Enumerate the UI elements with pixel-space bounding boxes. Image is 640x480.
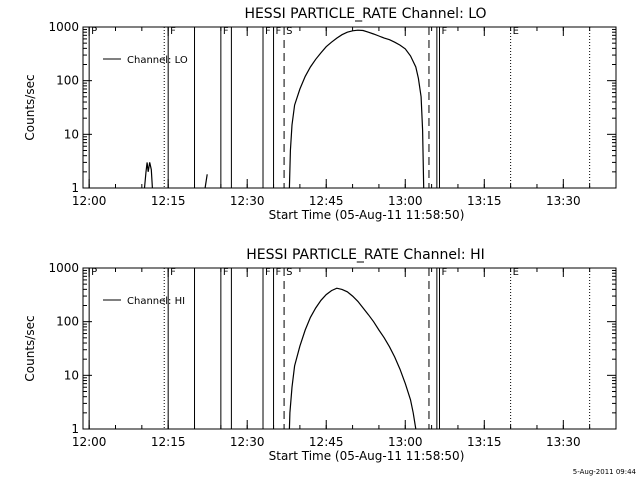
event-marker-label: E <box>513 26 519 37</box>
event-marker-label: P <box>91 26 97 37</box>
event-marker-label: F <box>276 26 282 37</box>
x-axis-title: Start Time (05-Aug-11 11:58:50) <box>269 449 465 463</box>
event-marker-label: F <box>223 26 229 37</box>
y-tick-label: 10 <box>64 127 79 141</box>
y-tick-label: 1 <box>71 181 79 195</box>
x-tick-label: 13:00 <box>388 194 423 208</box>
event-marker-label: S <box>286 267 292 278</box>
x-axis-title: Start Time (05-Aug-11 11:58:50) <box>269 208 465 222</box>
y-tick-label: 10 <box>64 368 79 382</box>
event-marker-label: F <box>265 26 271 37</box>
event-marker-label: P <box>91 267 97 278</box>
x-tick-label: 13:30 <box>546 435 581 449</box>
y-axis-title: Counts/sec <box>23 315 37 381</box>
y-tick-label: 100 <box>56 74 79 88</box>
panel-lo: HESSI PARTICLE_RATE Channel: LO 1 10 100 100… <box>23 6 617 222</box>
event-marker-label: F <box>223 267 229 278</box>
x-tick-label: 13:00 <box>388 435 423 449</box>
legend-label: Channel: LO <box>127 55 188 66</box>
event-marker-label: F <box>170 26 176 37</box>
plot-frame <box>82 26 617 189</box>
y-tick-label: 1000 <box>48 20 79 34</box>
event-marker-label: F <box>442 26 448 37</box>
y-tick-label: 1000 <box>48 261 79 275</box>
x-tick-label: 12:45 <box>309 194 344 208</box>
x-tick-label: 12:30 <box>230 435 265 449</box>
event-marker-label: F <box>265 267 271 278</box>
series-line <box>288 29 425 189</box>
chart-title: HESSI PARTICLE_RATE Channel: LO <box>244 6 486 22</box>
series-line <box>204 174 208 189</box>
event-marker-label: E <box>513 267 519 278</box>
y-tick-label: 1 <box>71 422 79 436</box>
x-tick-label: 12:15 <box>151 435 186 449</box>
chart-title: HESSI PARTICLE_RATE Channel: HI <box>246 247 484 263</box>
x-tick-label: 13:30 <box>546 194 581 208</box>
event-marker-label: F <box>442 267 448 278</box>
event-marker-label: S <box>286 26 292 37</box>
panel-hi: HESSI PARTICLE_RATE Channel: HI 1 10 100 100… <box>23 247 617 463</box>
event-marker-label: F <box>276 267 282 278</box>
x-tick-label: 12:00 <box>72 194 107 208</box>
x-tick-label: 12:00 <box>72 435 107 449</box>
x-tick-label: 12:45 <box>309 435 344 449</box>
y-axis-title: Counts/sec <box>23 74 37 140</box>
x-tick-label: 12:15 <box>151 194 186 208</box>
y-tick-label: 100 <box>56 315 79 329</box>
x-tick-label: 13:15 <box>467 194 502 208</box>
timestamp: 5-Aug-2011 09:44 <box>573 468 637 476</box>
series-line <box>143 162 153 189</box>
event-marker-label: F <box>170 267 176 278</box>
plot-frame <box>82 267 617 430</box>
x-tick-label: 12:30 <box>230 194 265 208</box>
legend-label: Channel: HI <box>127 296 185 307</box>
series-line <box>288 287 417 430</box>
x-tick-label: 13:15 <box>467 435 502 449</box>
